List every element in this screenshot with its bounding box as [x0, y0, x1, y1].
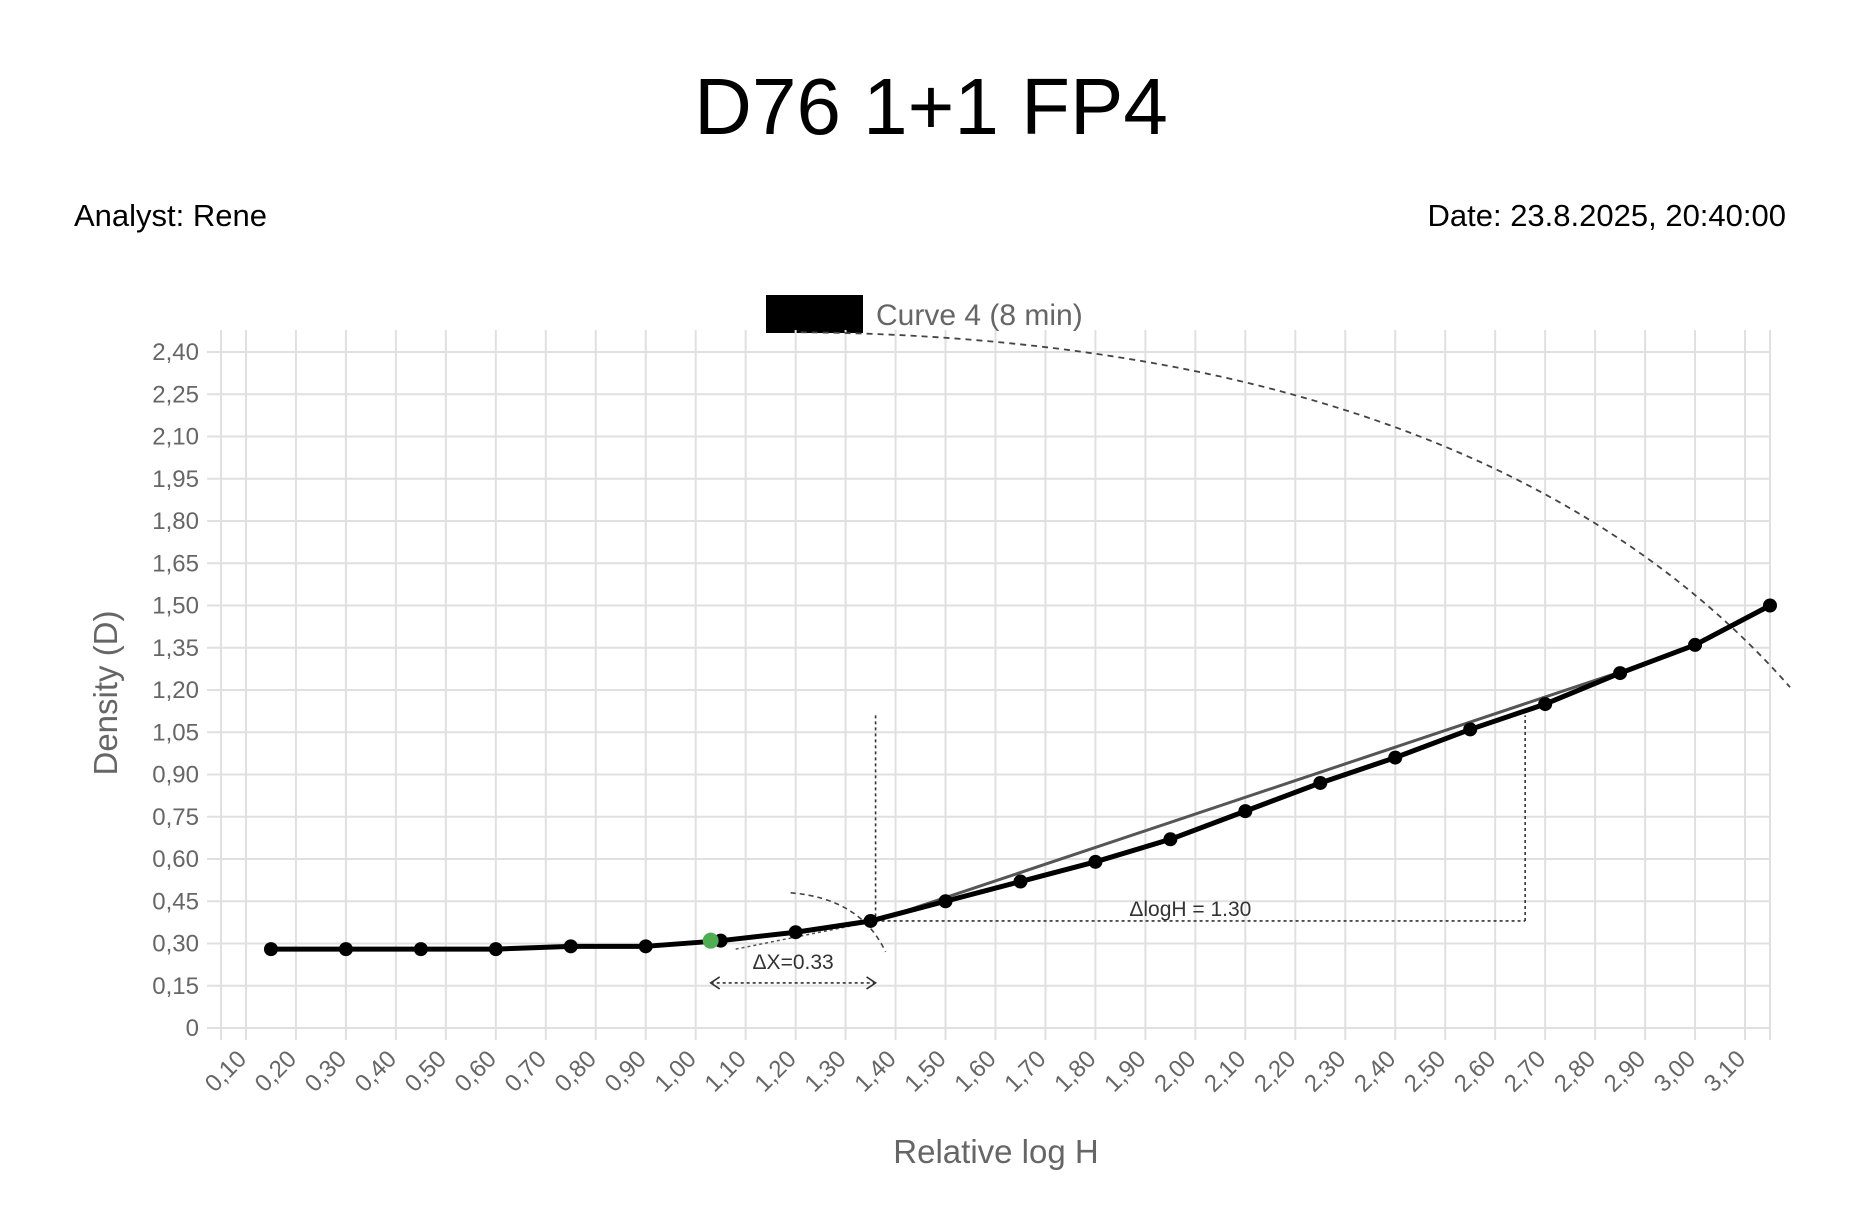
y-tick-label: 0,30 [152, 931, 199, 958]
data-point [938, 894, 953, 909]
series-layer [263, 598, 1777, 957]
x-tick-label: 1,50 [899, 1045, 951, 1097]
y-tick-label: 1,80 [152, 508, 199, 535]
data-point [863, 913, 878, 928]
data-point [1238, 804, 1253, 819]
y-tick-label: 1,95 [152, 466, 199, 493]
data-point [1163, 832, 1178, 847]
delta-logh-label: ΔlogH = 1.30 [1129, 898, 1251, 921]
dashed-arc [800, 331, 1791, 688]
data-point [413, 942, 428, 957]
y-tick-label: 0,60 [152, 846, 199, 873]
legend-label: Curve 4 (8 min) [876, 299, 1083, 332]
x-tick-label: 1,90 [1099, 1045, 1151, 1097]
y-tick-label: 1,65 [152, 550, 199, 577]
data-point [263, 942, 278, 957]
x-tick-label: 0,50 [400, 1045, 452, 1097]
x-tick-label: 1,00 [650, 1045, 702, 1097]
x-tick-label: 2,10 [1199, 1045, 1251, 1097]
gamma-tangent-line [875, 668, 1626, 923]
data-point [1313, 775, 1328, 790]
x-tick-label: 0,70 [500, 1045, 552, 1097]
x-tick-label: 1,30 [799, 1045, 851, 1097]
annotations [709, 331, 1791, 990]
x-tick-label: 2,90 [1599, 1045, 1651, 1097]
x-tick-label: 2,20 [1249, 1045, 1301, 1097]
x-tick-label: 2,50 [1399, 1045, 1451, 1097]
x-tick-label: 0,60 [450, 1045, 502, 1097]
y-tick-label: 0,75 [152, 804, 199, 831]
legend-swatch [766, 295, 863, 333]
y-axis-title: Density (D) [87, 610, 124, 775]
y-tick-label: 1,05 [152, 719, 199, 746]
x-tick-label: 1,40 [849, 1045, 901, 1097]
delta-x-arrowhead-left [709, 976, 721, 990]
y-tick-label: 1,35 [152, 635, 199, 662]
delta-x-label: ΔX=0.33 [753, 951, 834, 974]
data-point [1388, 750, 1403, 765]
speed-point-marker [702, 932, 719, 949]
y-tick-label: 1,50 [152, 593, 199, 620]
data-point [488, 942, 503, 957]
x-tick-label: 2,80 [1549, 1045, 1601, 1097]
data-point [1688, 637, 1703, 652]
y-axis-ticks: 0 0,15 0,30 0,45 0,60 0,75 0,90 1,05 1,20 1,35 1,5… [152, 339, 199, 1042]
y-tick-label: 0,90 [152, 762, 199, 789]
x-tick-label: 1,60 [949, 1045, 1001, 1097]
x-tick-label: 1,20 [750, 1045, 802, 1097]
data-point [1763, 598, 1777, 613]
data-point [1463, 722, 1478, 737]
x-tick-label: 2,30 [1299, 1045, 1351, 1097]
x-tick-label: 2,60 [1449, 1045, 1501, 1097]
delta-x-arrowhead-right [866, 976, 878, 990]
legend[interactable]: Curve 4 (8 min) [766, 295, 1083, 333]
x-tick-label: 2,00 [1149, 1045, 1201, 1097]
data-point [788, 925, 803, 940]
y-tick-label: 2,10 [152, 424, 199, 451]
date-label: Date: 23.8.2025, 20:40:00 [1427, 198, 1786, 233]
x-tick-label: 0,90 [600, 1045, 652, 1097]
x-axis-ticks: 0,100,200,300,400,500,600,700,800,901,00… [200, 1045, 1751, 1097]
x-tick-label: 0,80 [550, 1045, 602, 1097]
y-tick-label: 2,40 [152, 339, 199, 366]
x-tick-label: 1,10 [700, 1045, 752, 1097]
y-tick-label: 0,45 [152, 888, 199, 915]
x-tick-label: 0,10 [200, 1045, 252, 1097]
x-tick-label: 2,70 [1499, 1045, 1551, 1097]
data-point [563, 939, 578, 954]
analyst-label: Analyst: Rene [74, 198, 267, 233]
x-tick-label: 1,80 [1049, 1045, 1101, 1097]
x-tick-label: 0,30 [300, 1045, 352, 1097]
x-tick-label: 0,20 [250, 1045, 302, 1097]
y-tick-label: 0,15 [152, 973, 199, 1000]
x-tick-label: 2,40 [1349, 1045, 1401, 1097]
x-axis-title: Relative log H [893, 1133, 1098, 1170]
y-tick-label: 1,20 [152, 677, 199, 704]
x-tick-label: 0,40 [350, 1045, 402, 1097]
x-tick-label: 1,70 [999, 1045, 1051, 1097]
grid [207, 330, 1771, 1040]
y-tick-label: 2,25 [152, 381, 199, 408]
data-point [1613, 666, 1628, 681]
data-point [638, 939, 653, 954]
data-point [1088, 854, 1103, 869]
data-point [1013, 874, 1028, 889]
data-point [338, 942, 353, 957]
chart-title: D76 1+1 FP4 [694, 62, 1168, 151]
y-tick-label: 0 [186, 1015, 199, 1042]
x-tick-label: 3,00 [1649, 1045, 1701, 1097]
data-point [1538, 697, 1553, 712]
x-tick-label: 3,10 [1699, 1045, 1751, 1097]
